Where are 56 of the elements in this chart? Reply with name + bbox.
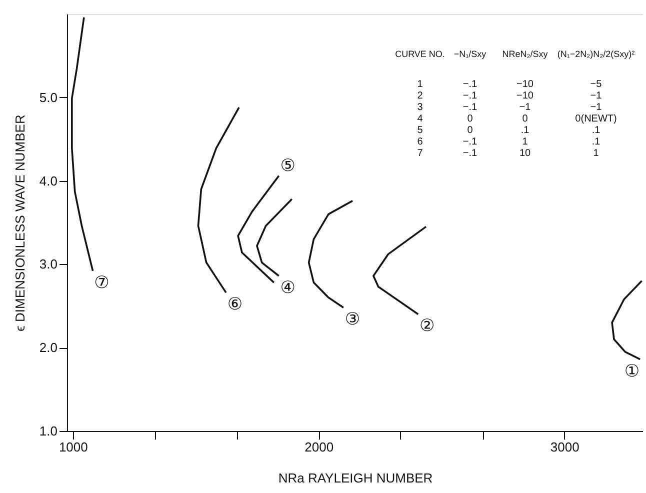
annotation: 2 bbox=[417, 90, 424, 102]
y-tick-label: 4.0 bbox=[39, 173, 58, 188]
line-series bbox=[372, 226, 427, 316]
annotation: 10 bbox=[519, 148, 531, 159]
annotation: −1 bbox=[590, 90, 602, 102]
annotation: −.1 bbox=[462, 148, 478, 159]
annotation: (N₁−2N₂)N₂/2(Sxy)² bbox=[557, 49, 635, 59]
annotation: −10 bbox=[516, 90, 534, 102]
annotation: 5 bbox=[417, 125, 424, 136]
y-tick-label: 2.0 bbox=[39, 340, 58, 356]
y-tick-label: 3.0 bbox=[39, 256, 58, 272]
annotation: −5 bbox=[590, 79, 602, 90]
y-tick-label: 1.0 bbox=[39, 424, 58, 438]
y-axis-title: ϵ DIMENSIONLESS WAVE NUMBER bbox=[12, 114, 28, 332]
annotation: ⑤ bbox=[280, 156, 296, 176]
annotation: ⑦ bbox=[94, 272, 110, 293]
annotation: 6 bbox=[417, 136, 424, 148]
annotation: −.1 bbox=[462, 79, 478, 90]
annotation: −1 bbox=[519, 102, 532, 113]
annotation: 4 bbox=[417, 114, 424, 124]
line-series bbox=[71, 16, 94, 272]
y-tick-label: 5.0 bbox=[39, 90, 58, 105]
annotation: 1 bbox=[417, 79, 424, 90]
line-series bbox=[237, 174, 280, 284]
annotation: 3 bbox=[417, 102, 424, 113]
annotation: ④ bbox=[280, 278, 296, 298]
annotation: ① bbox=[624, 361, 640, 382]
line-series bbox=[197, 106, 240, 294]
annotation: −.1 bbox=[462, 90, 478, 102]
annotation: .1 bbox=[520, 125, 530, 136]
annotation: −10 bbox=[516, 79, 534, 90]
annotation: ② bbox=[420, 316, 435, 336]
annotation: −N₁/Sxy bbox=[454, 49, 487, 59]
annotation: 0 bbox=[467, 125, 474, 136]
annotation: −1 bbox=[590, 102, 602, 113]
annotation: 1 bbox=[593, 148, 600, 159]
annotation: CURVE NO. bbox=[395, 49, 445, 59]
annotation: 7 bbox=[417, 148, 424, 159]
x-tick-label: 3000 bbox=[550, 440, 580, 454]
annotation: −.1 bbox=[462, 102, 478, 113]
line-series bbox=[308, 200, 354, 308]
annotation: ⑥ bbox=[227, 294, 243, 315]
annotation: 0 bbox=[467, 114, 474, 124]
annotation: 1 bbox=[522, 136, 528, 148]
annotation: 0 bbox=[522, 114, 528, 124]
annotation: .1 bbox=[592, 136, 601, 148]
x-tick-label: 1000 bbox=[58, 440, 88, 454]
x-tick-label: 2000 bbox=[304, 440, 334, 454]
x-axis-title: NRa RAYLEIGH NUMBER bbox=[278, 470, 433, 486]
annotation: −.1 bbox=[462, 136, 478, 148]
annotation: ③ bbox=[344, 310, 360, 330]
annotation: NReN₂/Sxy bbox=[502, 49, 548, 59]
annotation: .1 bbox=[592, 125, 601, 136]
line-series bbox=[256, 198, 293, 277]
line-series bbox=[611, 280, 643, 360]
annotation: 0(NEWT) bbox=[575, 114, 617, 124]
